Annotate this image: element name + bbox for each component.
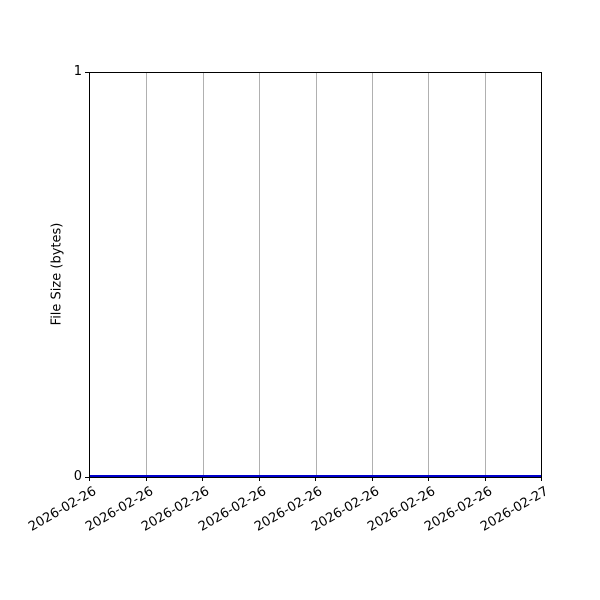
y-tick-label: 0 <box>73 469 82 484</box>
gridline <box>428 73 429 477</box>
y-tick-mark <box>85 72 89 73</box>
x-tick-mark <box>315 477 316 481</box>
gridline <box>203 73 204 477</box>
y-tick-label: 1 <box>73 64 82 79</box>
gridline <box>485 73 486 477</box>
gridline <box>259 73 260 477</box>
gridline <box>316 73 317 477</box>
gridline <box>372 73 373 477</box>
x-tick-mark <box>259 477 260 481</box>
x-tick-mark <box>485 477 486 481</box>
file-size-data-line <box>90 475 541 477</box>
x-tick-mark <box>372 477 373 481</box>
gridline <box>146 73 147 477</box>
y-axis-label: File Size (bytes) <box>49 222 65 326</box>
y-tick-mark <box>85 477 89 478</box>
x-tick-mark <box>146 477 147 481</box>
x-tick-mark <box>89 477 90 481</box>
x-tick-mark <box>428 477 429 481</box>
plot-area <box>89 72 542 478</box>
x-tick-mark <box>541 477 542 481</box>
x-tick-mark <box>202 477 203 481</box>
